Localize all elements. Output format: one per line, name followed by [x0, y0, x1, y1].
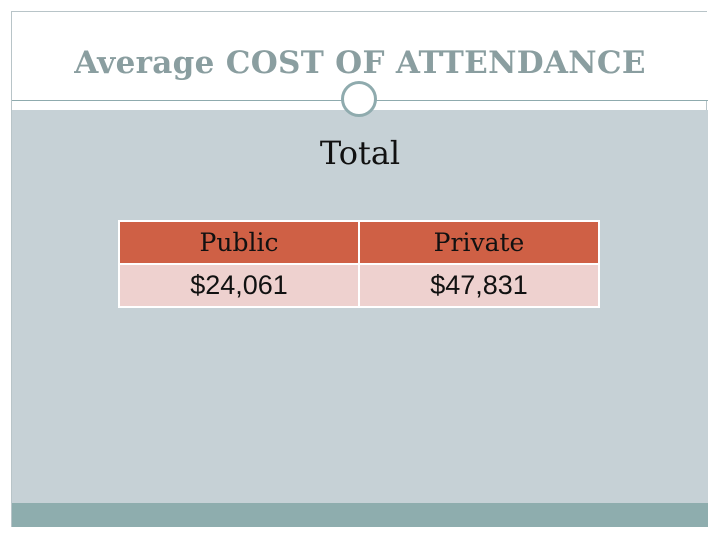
table-row: $24,061 $47,831	[118, 263, 600, 308]
header-private: Private	[358, 220, 600, 265]
value-private: $47,831	[358, 263, 600, 308]
value-public: $24,061	[118, 263, 360, 308]
ring-ornament-icon	[341, 81, 377, 117]
slide-subtitle: Total	[319, 134, 401, 172]
header-public: Public	[118, 220, 360, 265]
table-header-row: Public Private	[118, 220, 600, 265]
slide-title: Average COST OF ATTENDANCE	[74, 45, 646, 81]
footer-bar	[12, 503, 708, 527]
cost-table: Public Private $24,061 $47,831	[118, 220, 600, 308]
